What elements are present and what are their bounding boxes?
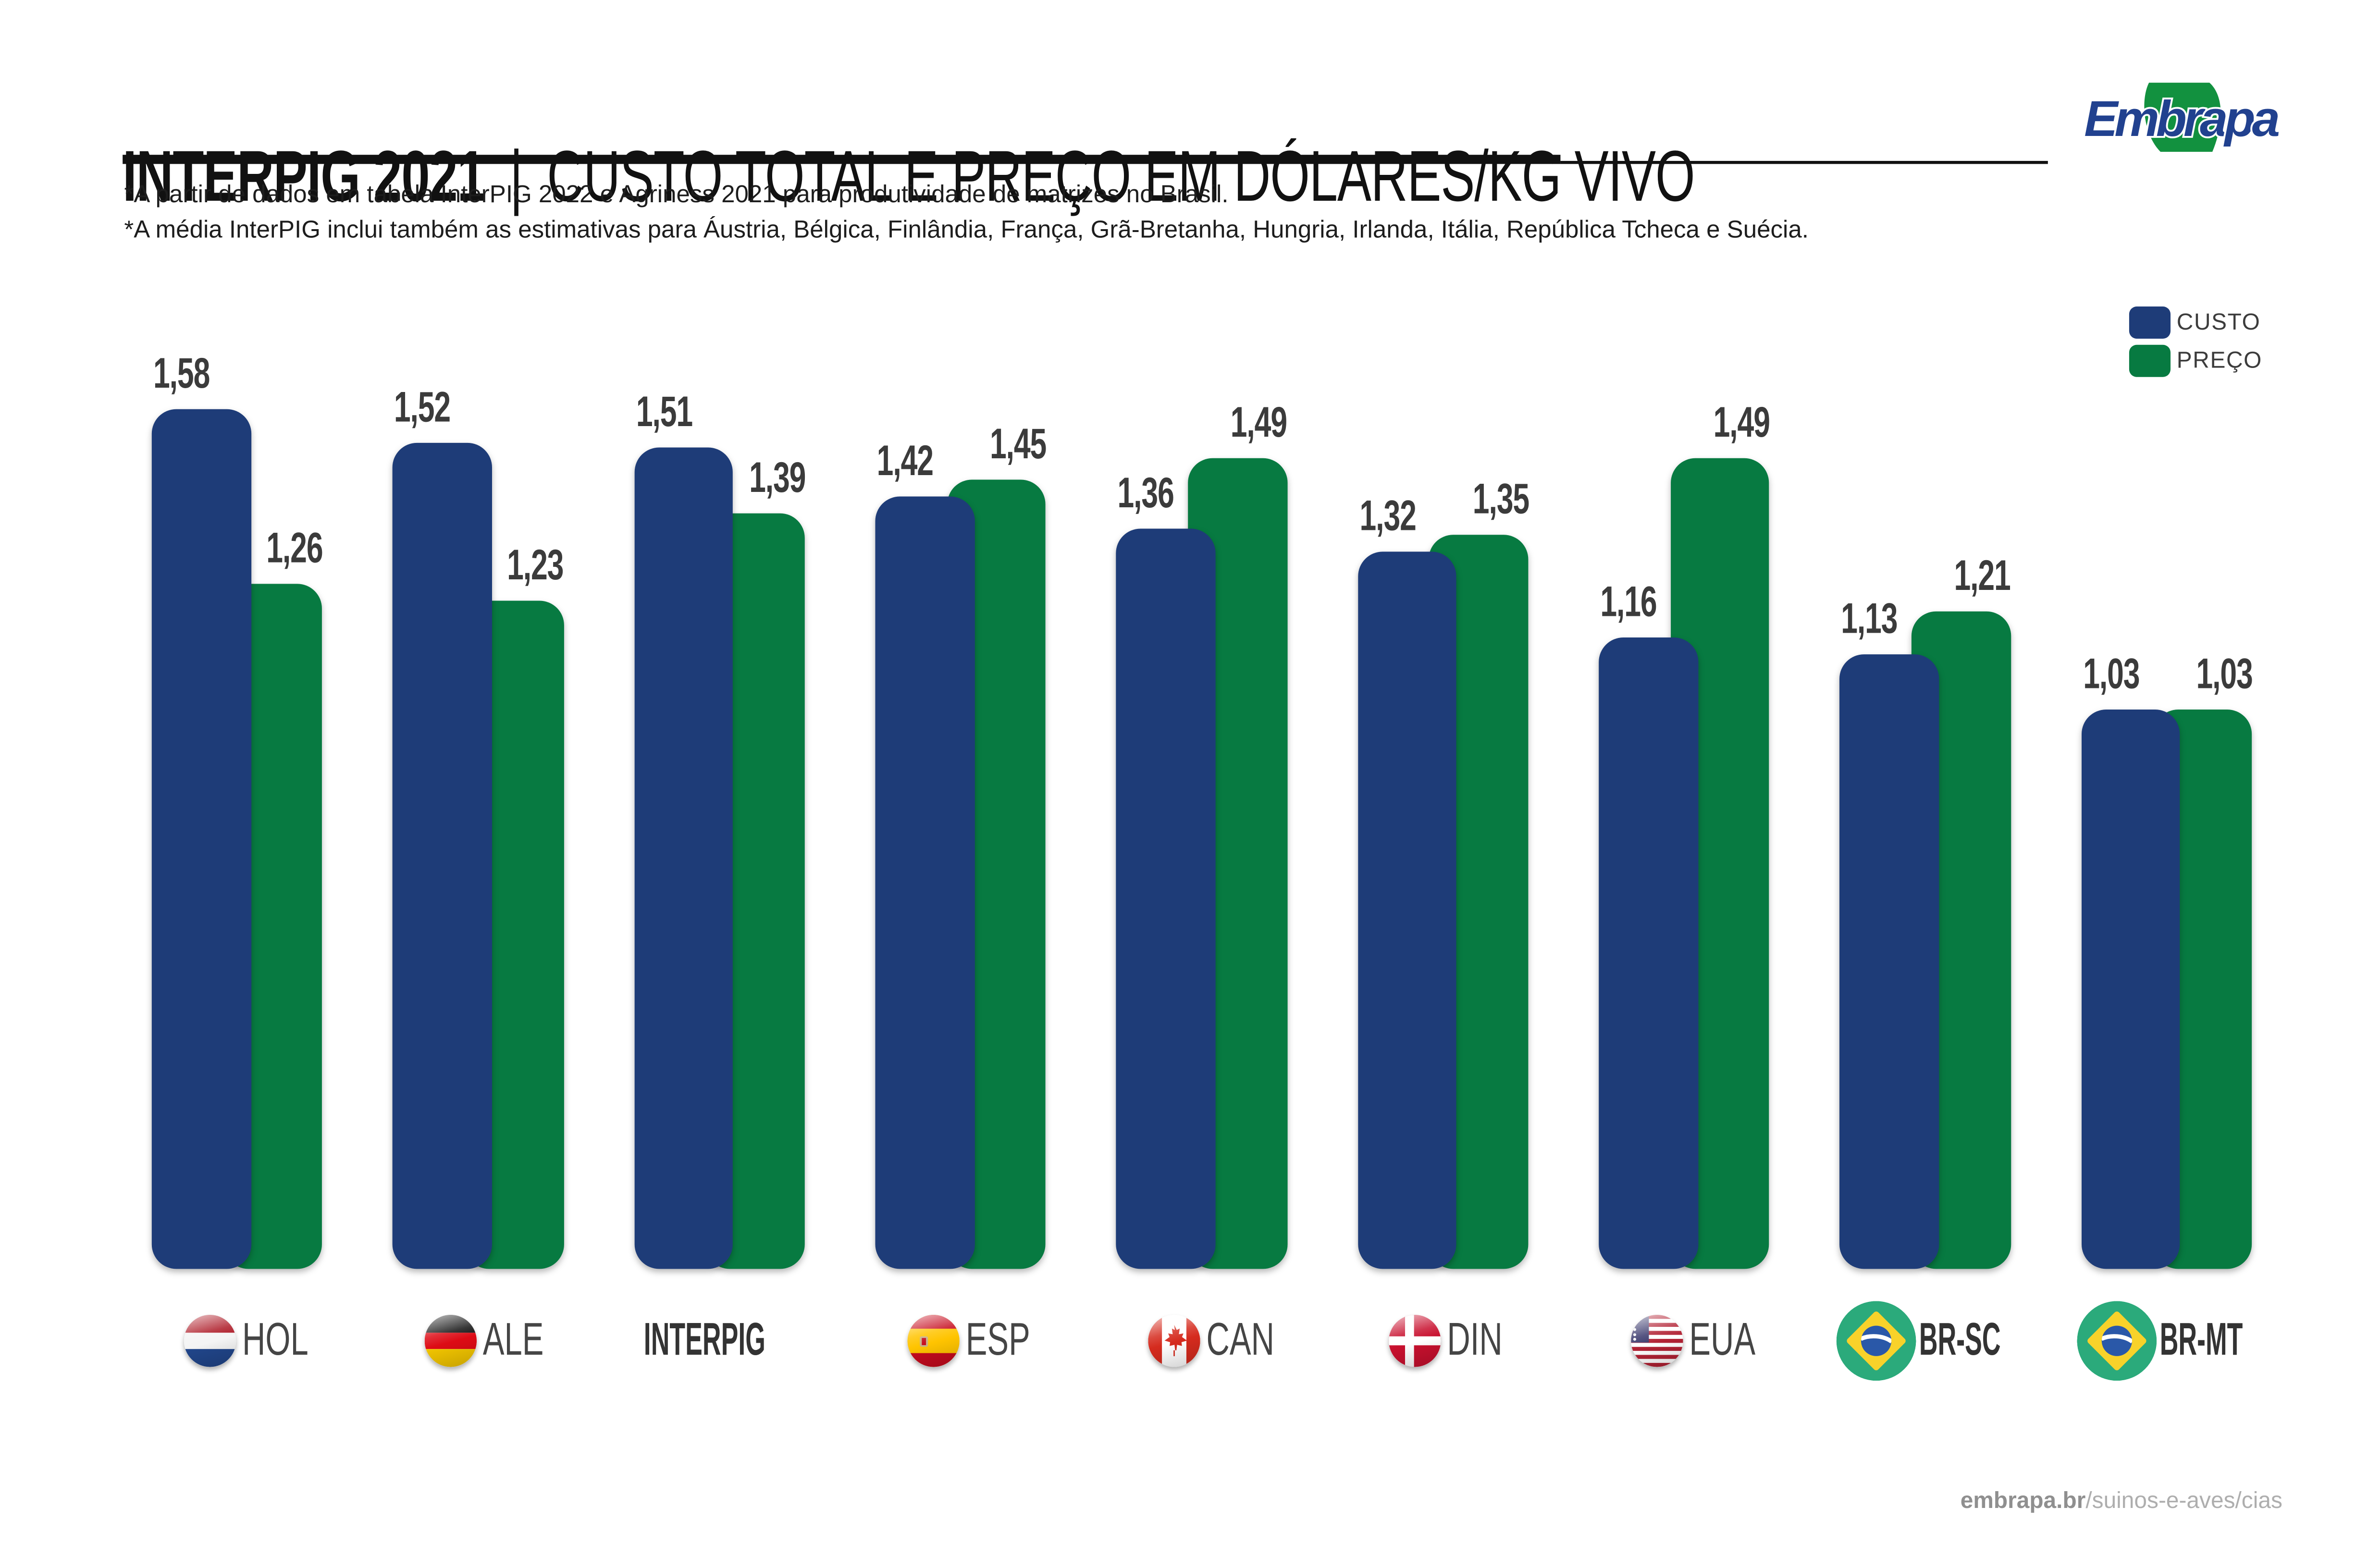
preco-swatch [2129, 344, 2171, 377]
footer-url: embrapa.br/suinos-e-aves/cias [1961, 1488, 2282, 1514]
embrapa-logo: Embrapa [2082, 83, 2282, 152]
chart-legend: CUSTO PREÇO [2129, 305, 2262, 382]
value-label-preco-ALE: 1,23 [507, 540, 564, 588]
canada-flag-icon [1148, 1315, 1200, 1367]
legend-item-custo: CUSTO [2129, 305, 2262, 339]
title-underline-thin [1560, 160, 2048, 164]
germany-flag-icon [424, 1315, 477, 1367]
value-label-custo-CAN: 1,36 [1118, 469, 1175, 517]
value-label-preco-CAN: 1,49 [1231, 399, 1287, 447]
bar-custo-BR-SC [1840, 654, 1939, 1269]
value-label-preco-DIN: 1,35 [1472, 475, 1529, 523]
value-label-preco-EUA: 1,49 [1713, 399, 1770, 447]
page-title: INTERPIG 2021 | CUSTO TOTAL E PREÇO EM D… [123, 134, 1695, 218]
bar-custo-HOL [151, 409, 251, 1269]
title-subtitle: CUSTO TOTAL E PREÇO EM DÓLARES/KG VIVO [547, 135, 1695, 217]
legend-label-preco: PREÇO [2176, 347, 2262, 373]
value-label-preco-BR-SC: 1,21 [1954, 551, 2011, 599]
value-label-custo-HOL: 1,58 [153, 350, 210, 398]
value-label-custo-EUA: 1,16 [1600, 578, 1657, 626]
legend-label-custo: CUSTO [2176, 308, 2261, 335]
bar-custo-ESP [875, 496, 974, 1269]
footnote-line-2: *A média InterPIG inclui também as estim… [124, 217, 1809, 244]
value-label-custo-BR-MT: 1,03 [2083, 649, 2140, 697]
brazil-flag-icon [1836, 1301, 1916, 1381]
bar-custo-DIN [1357, 551, 1457, 1269]
bar-custo-CAN [1116, 529, 1216, 1269]
category-label-BR-SC: BR-SC [1919, 1315, 2001, 1366]
bar-custo-ALE [393, 442, 492, 1269]
category-label-BR-MT: BR-MT [2160, 1315, 2244, 1366]
title-brand: INTERPIG 2021 [123, 135, 486, 217]
value-label-custo-INTERPIG: 1,51 [635, 388, 692, 436]
value-label-custo-ALE: 1,52 [394, 382, 451, 430]
footnote-line-1: *A partir de dados em tabela InterPIG 20… [124, 182, 1229, 208]
value-label-preco-BR-MT: 1,03 [2195, 649, 2252, 697]
title-underline-thick [123, 155, 1561, 164]
denmark-flag-icon [1389, 1315, 1442, 1367]
bar-custo-BR-MT [2081, 709, 2181, 1269]
value-label-custo-DIN: 1,32 [1359, 491, 1416, 539]
legend-item-preco: PREÇO [2129, 343, 2262, 377]
value-label-preco-ESP: 1,45 [989, 420, 1046, 468]
bar-custo-INTERPIG [634, 447, 733, 1269]
custo-swatch [2129, 306, 2171, 338]
category-label-ALE: ALE [482, 1315, 544, 1366]
category-label-ESP: ESP [965, 1315, 1030, 1366]
footer-domain: embrapa.br [1960, 1488, 2086, 1514]
category-label-EUA: EUA [1689, 1315, 1755, 1366]
value-label-custo-ESP: 1,42 [876, 437, 934, 485]
bar-custo-EUA [1599, 638, 1698, 1269]
embrapa-leaf-icon [2144, 83, 2221, 152]
embrapa-logo-text: Embrapa [2084, 91, 2280, 147]
spain-flag-icon [907, 1315, 959, 1367]
category-label-DIN: DIN [1447, 1315, 1503, 1366]
category-label-CAN: CAN [1206, 1315, 1275, 1366]
category-label-INTERPIG: INTERPIG [644, 1315, 766, 1366]
netherlands-flag-icon [183, 1315, 236, 1367]
value-label-preco-HOL: 1,26 [266, 524, 323, 572]
category-label-HOL: HOL [241, 1315, 308, 1366]
value-label-preco-INTERPIG: 1,39 [748, 453, 805, 501]
value-label-custo-BR-SC: 1,13 [1841, 594, 1899, 642]
brazil-flag-icon [2077, 1301, 2158, 1381]
usa-flag-icon [1630, 1315, 1683, 1367]
footer-path: /suinos-e-aves/cias [2085, 1488, 2282, 1514]
title-separator: | [509, 135, 523, 217]
